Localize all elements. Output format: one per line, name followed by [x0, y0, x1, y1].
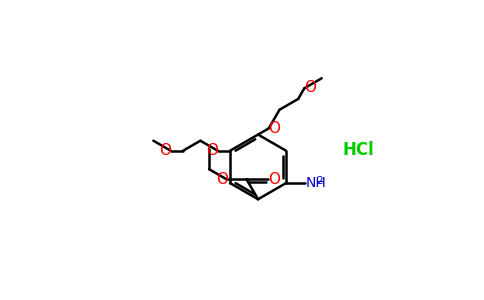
Text: HCl: HCl	[342, 141, 374, 159]
Text: O: O	[268, 121, 280, 136]
Text: O: O	[159, 143, 171, 158]
Text: O: O	[216, 172, 228, 187]
Text: NH: NH	[305, 176, 326, 190]
Text: O: O	[206, 143, 218, 158]
Text: O: O	[304, 80, 316, 95]
Text: O: O	[268, 172, 280, 187]
Text: 2: 2	[316, 176, 323, 186]
